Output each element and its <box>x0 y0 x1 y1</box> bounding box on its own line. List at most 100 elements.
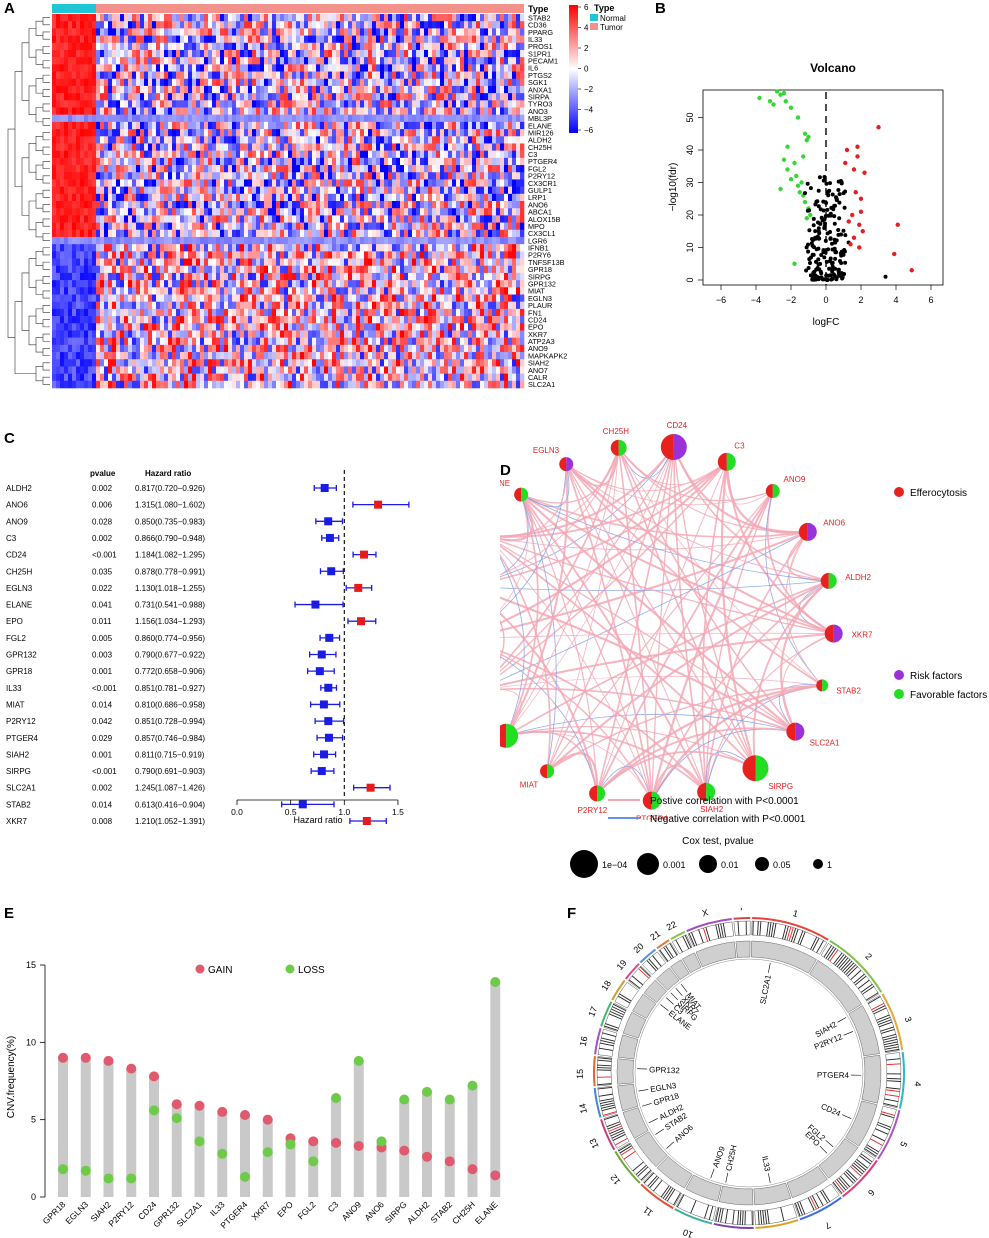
heatmap-cell <box>360 21 365 29</box>
heatmap-cell <box>204 129 209 137</box>
heatmap-cell <box>152 222 157 231</box>
heatmap-cell <box>288 258 293 267</box>
heatmap-cell <box>520 136 525 144</box>
heatmap-cell <box>208 157 213 166</box>
heatmap-cell <box>64 244 69 252</box>
heatmap-cell <box>80 129 85 137</box>
heatmap-cell <box>464 143 469 151</box>
heatmap-cell <box>400 165 405 173</box>
heatmap-cell <box>208 165 213 173</box>
heatmap-cell <box>88 93 93 101</box>
heatmap-cell <box>356 57 361 65</box>
heatmap-cell <box>52 301 57 310</box>
heatmap-cell <box>388 179 393 187</box>
heatmap-cell <box>428 93 433 101</box>
heatmap-cell <box>248 114 253 123</box>
heatmap-cell <box>348 93 353 101</box>
heatmap-cell <box>428 179 433 187</box>
heatmap-cell <box>384 280 389 288</box>
heatmap-cell <box>92 85 97 94</box>
heatmap-cell <box>308 208 313 216</box>
heatmap-cell <box>324 42 329 51</box>
heatmap-cell <box>80 21 85 29</box>
heatmap-cell <box>420 301 425 310</box>
heatmap-cell <box>368 71 373 80</box>
heatmap-cell <box>316 85 321 94</box>
heatmap-cell <box>124 258 129 267</box>
heatmap-cell <box>336 265 341 274</box>
heatmap-cell <box>324 294 329 302</box>
heatmap-cell <box>100 244 105 252</box>
heatmap-cell <box>364 42 369 51</box>
heatmap-cell <box>140 251 145 259</box>
heatmap-cell <box>484 251 489 259</box>
heatmap-cell <box>372 14 377 22</box>
heatmap-cell <box>128 100 133 108</box>
heatmap-cell <box>192 272 197 281</box>
heatmap-cell <box>472 100 477 108</box>
heatmap-cell <box>136 294 141 302</box>
heatmap-cell <box>512 265 517 274</box>
heatmap-cell <box>336 93 341 101</box>
heatmap-cell <box>212 222 217 231</box>
heatmap-cell <box>232 71 237 80</box>
heatmap-cell <box>440 258 445 267</box>
heatmap-cell <box>484 201 489 209</box>
heatmap-cell <box>252 64 257 72</box>
heatmap-cell <box>496 21 501 29</box>
heatmap-cell <box>224 265 229 274</box>
heatmap-cell <box>284 294 289 302</box>
heatmap-cell <box>356 308 361 317</box>
heatmap-cell <box>56 71 61 80</box>
heatmap-cell <box>448 57 453 65</box>
heatmap-cell <box>408 129 413 137</box>
heatmap-cell <box>96 265 101 274</box>
heatmap-cell <box>180 193 185 202</box>
heatmap-cell <box>480 244 485 252</box>
heatmap-cell <box>452 14 457 22</box>
heatmap-cell <box>220 236 225 245</box>
heatmap-cell <box>128 301 133 310</box>
heatmap-cell <box>416 28 421 36</box>
heatmap-cell <box>456 78 461 87</box>
heatmap-cell <box>176 136 181 144</box>
heatmap-cell <box>348 287 353 295</box>
heatmap-cell <box>492 100 497 108</box>
heatmap-cell <box>172 64 177 72</box>
heatmap-cell <box>328 244 333 252</box>
heatmap-cell <box>136 114 141 123</box>
heatmap-cell <box>232 186 237 195</box>
heatmap-cell <box>376 172 381 180</box>
heatmap-cell <box>248 136 253 144</box>
heatmap-cell <box>320 193 325 202</box>
heatmap-cell <box>500 179 505 187</box>
heatmap-cell <box>236 129 241 137</box>
heatmap-cell <box>172 165 177 173</box>
heatmap-cell <box>400 301 405 310</box>
heatmap-cell <box>124 28 129 36</box>
heatmap-cell <box>364 251 369 259</box>
heatmap-cell <box>276 157 281 166</box>
heatmap-cell <box>504 272 509 281</box>
heatmap-cell <box>168 201 173 209</box>
heatmap-cell <box>328 172 333 180</box>
heatmap-cell <box>336 280 341 288</box>
heatmap-cell <box>380 172 385 180</box>
heatmap-cell <box>348 265 353 274</box>
heatmap-cell <box>368 14 373 22</box>
heatmap-cell <box>336 287 341 295</box>
heatmap-cell <box>184 229 189 238</box>
heatmap-cell <box>476 64 481 72</box>
heatmap-cell <box>352 107 357 115</box>
heatmap-cell <box>84 229 89 238</box>
heatmap-cell <box>400 201 405 209</box>
heatmap-cell <box>156 35 161 44</box>
heatmap-cell <box>168 265 173 274</box>
heatmap-cell <box>492 294 497 302</box>
heatmap-cell <box>444 157 449 166</box>
heatmap-cell <box>464 201 469 209</box>
heatmap-cell <box>308 143 313 151</box>
heatmap-cell <box>68 93 73 101</box>
heatmap-cell <box>196 287 201 295</box>
heatmap-cell <box>300 165 305 173</box>
